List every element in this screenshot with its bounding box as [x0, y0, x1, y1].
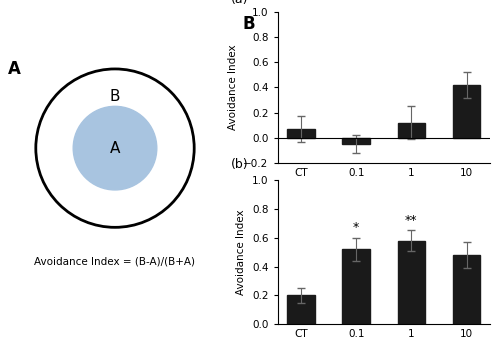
Text: B: B [110, 89, 120, 104]
Text: **: ** [405, 214, 417, 227]
Text: *: * [353, 221, 360, 234]
Text: A: A [8, 60, 21, 78]
Bar [452, 85, 480, 138]
Text: B: B [242, 15, 255, 33]
Text: Avoidance Index = (B-A)/(B+A): Avoidance Index = (B-A)/(B+A) [34, 257, 196, 267]
Y-axis label: Avoidance Index: Avoidance Index [236, 209, 246, 295]
Text: (b): (b) [231, 158, 248, 172]
Text: A: A [110, 141, 120, 156]
Circle shape [73, 106, 157, 190]
Bar [342, 249, 370, 324]
Bar [342, 138, 370, 144]
Bar [287, 295, 315, 324]
Bar [398, 123, 425, 138]
Circle shape [36, 69, 194, 227]
X-axis label: Treatment (%): Treatment (%) [342, 184, 426, 193]
Text: (a): (a) [231, 0, 248, 6]
Bar [398, 240, 425, 324]
Y-axis label: Avoidance Index: Avoidance Index [228, 45, 237, 130]
Bar [452, 255, 480, 324]
Bar [287, 129, 315, 138]
